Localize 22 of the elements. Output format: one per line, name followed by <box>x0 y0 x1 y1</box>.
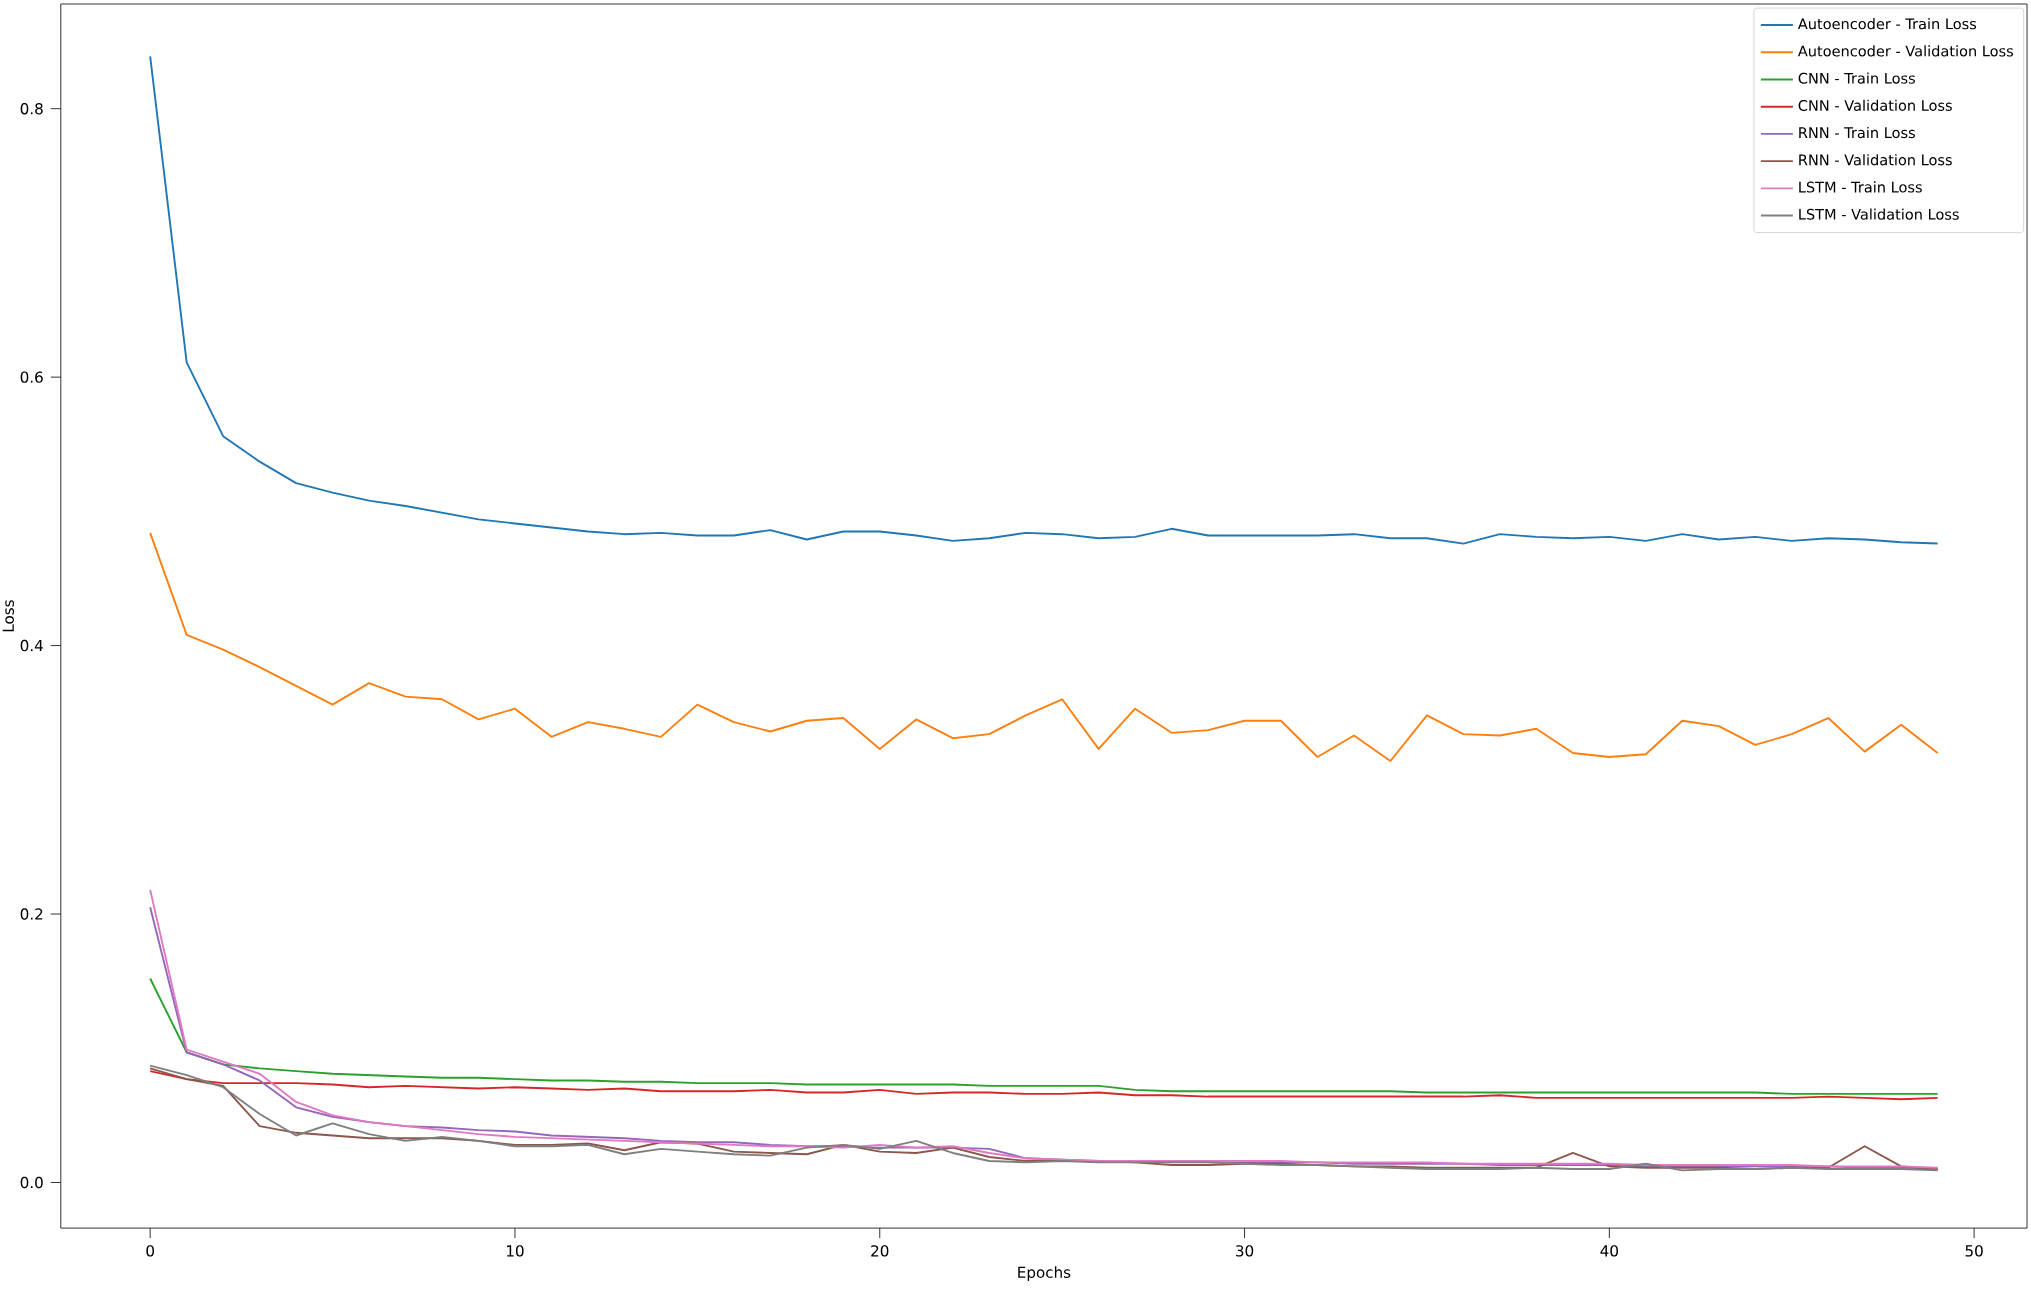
y-tick-label: 0.2 <box>20 908 43 920</box>
y-tick-label: 0.0 <box>20 1176 43 1189</box>
legend-label: CNN - Train Loss <box>1798 72 1915 84</box>
legend-label: LSTM - Train Loss <box>1799 181 1922 193</box>
x-tick-label: 40 <box>1600 1245 1618 1257</box>
y-tick-label: 0.8 <box>20 102 43 115</box>
legend-label: LSTM - Validation Loss <box>1799 208 1959 220</box>
legend-label: Autoencoder - Train Loss <box>1797 18 1977 30</box>
x-tick-label: 10 <box>506 1245 524 1257</box>
line-series <box>149 531 1939 762</box>
x-tick-label: 30 <box>1236 1245 1254 1257</box>
legend-label: RNN - Validation Loss <box>1799 154 1952 166</box>
y-axis-title: Loss <box>2 600 14 632</box>
legend-label: Autoencoder - Validation Loss <box>1797 45 2014 57</box>
y-tick-label: 0.6 <box>20 371 43 383</box>
legend-label: CNN - Validation Loss <box>1798 99 1952 111</box>
x-axis-title: Epochs <box>1018 1266 1071 1281</box>
x-tick-label: 0 <box>146 1245 154 1257</box>
x-tick-label: 50 <box>1965 1245 1983 1257</box>
x-tick-label: 20 <box>871 1245 889 1257</box>
legend-label: RNN - Train Loss <box>1799 126 1915 139</box>
y-tick-label: 0.4 <box>20 639 43 652</box>
